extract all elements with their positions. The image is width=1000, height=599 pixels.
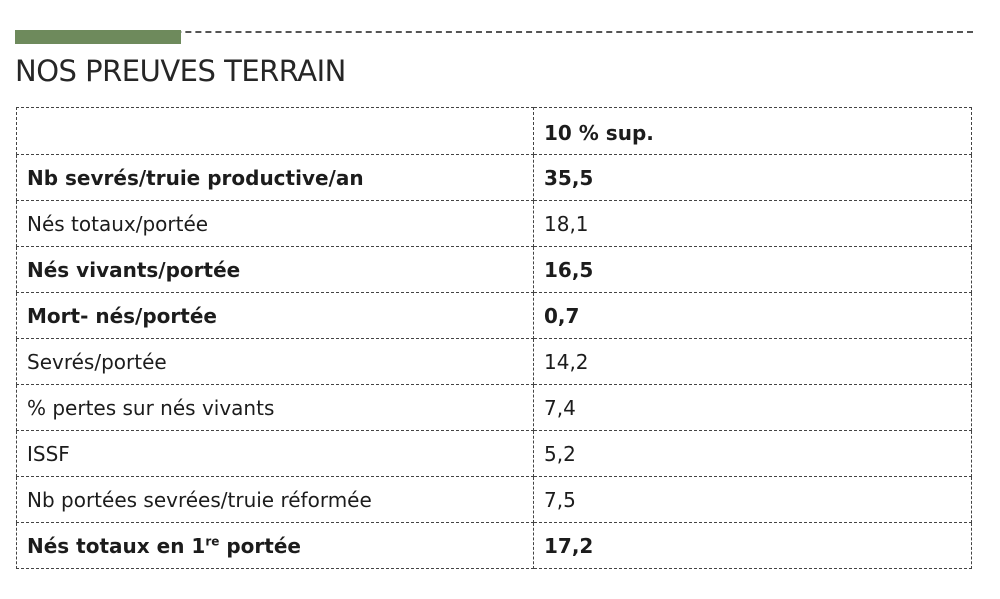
row-value: 0,7 xyxy=(533,292,972,339)
row-value: 18,1 xyxy=(533,200,972,247)
row-value: 7,5 xyxy=(533,476,972,523)
row-label-suffix: portée xyxy=(219,533,301,558)
row-value: 35,5 xyxy=(533,154,972,201)
stats-table: 10 % sup. Nb sevrés/truie productive/an … xyxy=(16,107,972,569)
row-label: Nb sevrés/truie productive/an xyxy=(16,154,534,201)
row-label-prefix: Nés totaux en 1 xyxy=(27,533,206,558)
row-label: Mort- nés/portée xyxy=(16,292,534,339)
row-value: 7,4 xyxy=(533,384,972,431)
row-label: Nés totaux en 1re portée xyxy=(16,522,534,569)
table-row: Nés totaux en 1re portée 17,2 xyxy=(16,522,972,569)
row-value: 14,2 xyxy=(533,338,972,385)
row-label: Nb portées sevrées/truie réformée xyxy=(16,476,534,523)
row-label: ISSF xyxy=(16,430,534,477)
header-value-cell: 10 % sup. xyxy=(533,107,972,155)
row-value: 17,2 xyxy=(533,522,972,569)
row-label: Sevrés/portée xyxy=(16,338,534,385)
table-row: Sevrés/portée 14,2 xyxy=(16,338,972,385)
table-row: % pertes sur nés vivants 7,4 xyxy=(16,384,972,431)
table-row: ISSF 5,2 xyxy=(16,430,972,477)
row-label: % pertes sur nés vivants xyxy=(16,384,534,431)
top-dashed-rule xyxy=(15,31,973,33)
table-row: Nb sevrés/truie productive/an 35,5 xyxy=(16,154,972,201)
table-header-row: 10 % sup. xyxy=(16,107,972,155)
section-accent-bar xyxy=(15,30,181,44)
table-row: Nés vivants/portée 16,5 xyxy=(16,246,972,293)
table-row: Mort- nés/portée 0,7 xyxy=(16,292,972,339)
table-row: Nb portées sevrées/truie réformée 7,5 xyxy=(16,476,972,523)
header-label-cell xyxy=(16,107,534,155)
row-label: Nés totaux/portée xyxy=(16,200,534,247)
row-value: 16,5 xyxy=(533,246,972,293)
table-row: Nés totaux/portée 18,1 xyxy=(16,200,972,247)
row-label-superscript: re xyxy=(205,533,220,548)
row-label: Nés vivants/portée xyxy=(16,246,534,293)
section-title: NOS PREUVES TERRAIN xyxy=(15,54,346,88)
row-value: 5,2 xyxy=(533,430,972,477)
